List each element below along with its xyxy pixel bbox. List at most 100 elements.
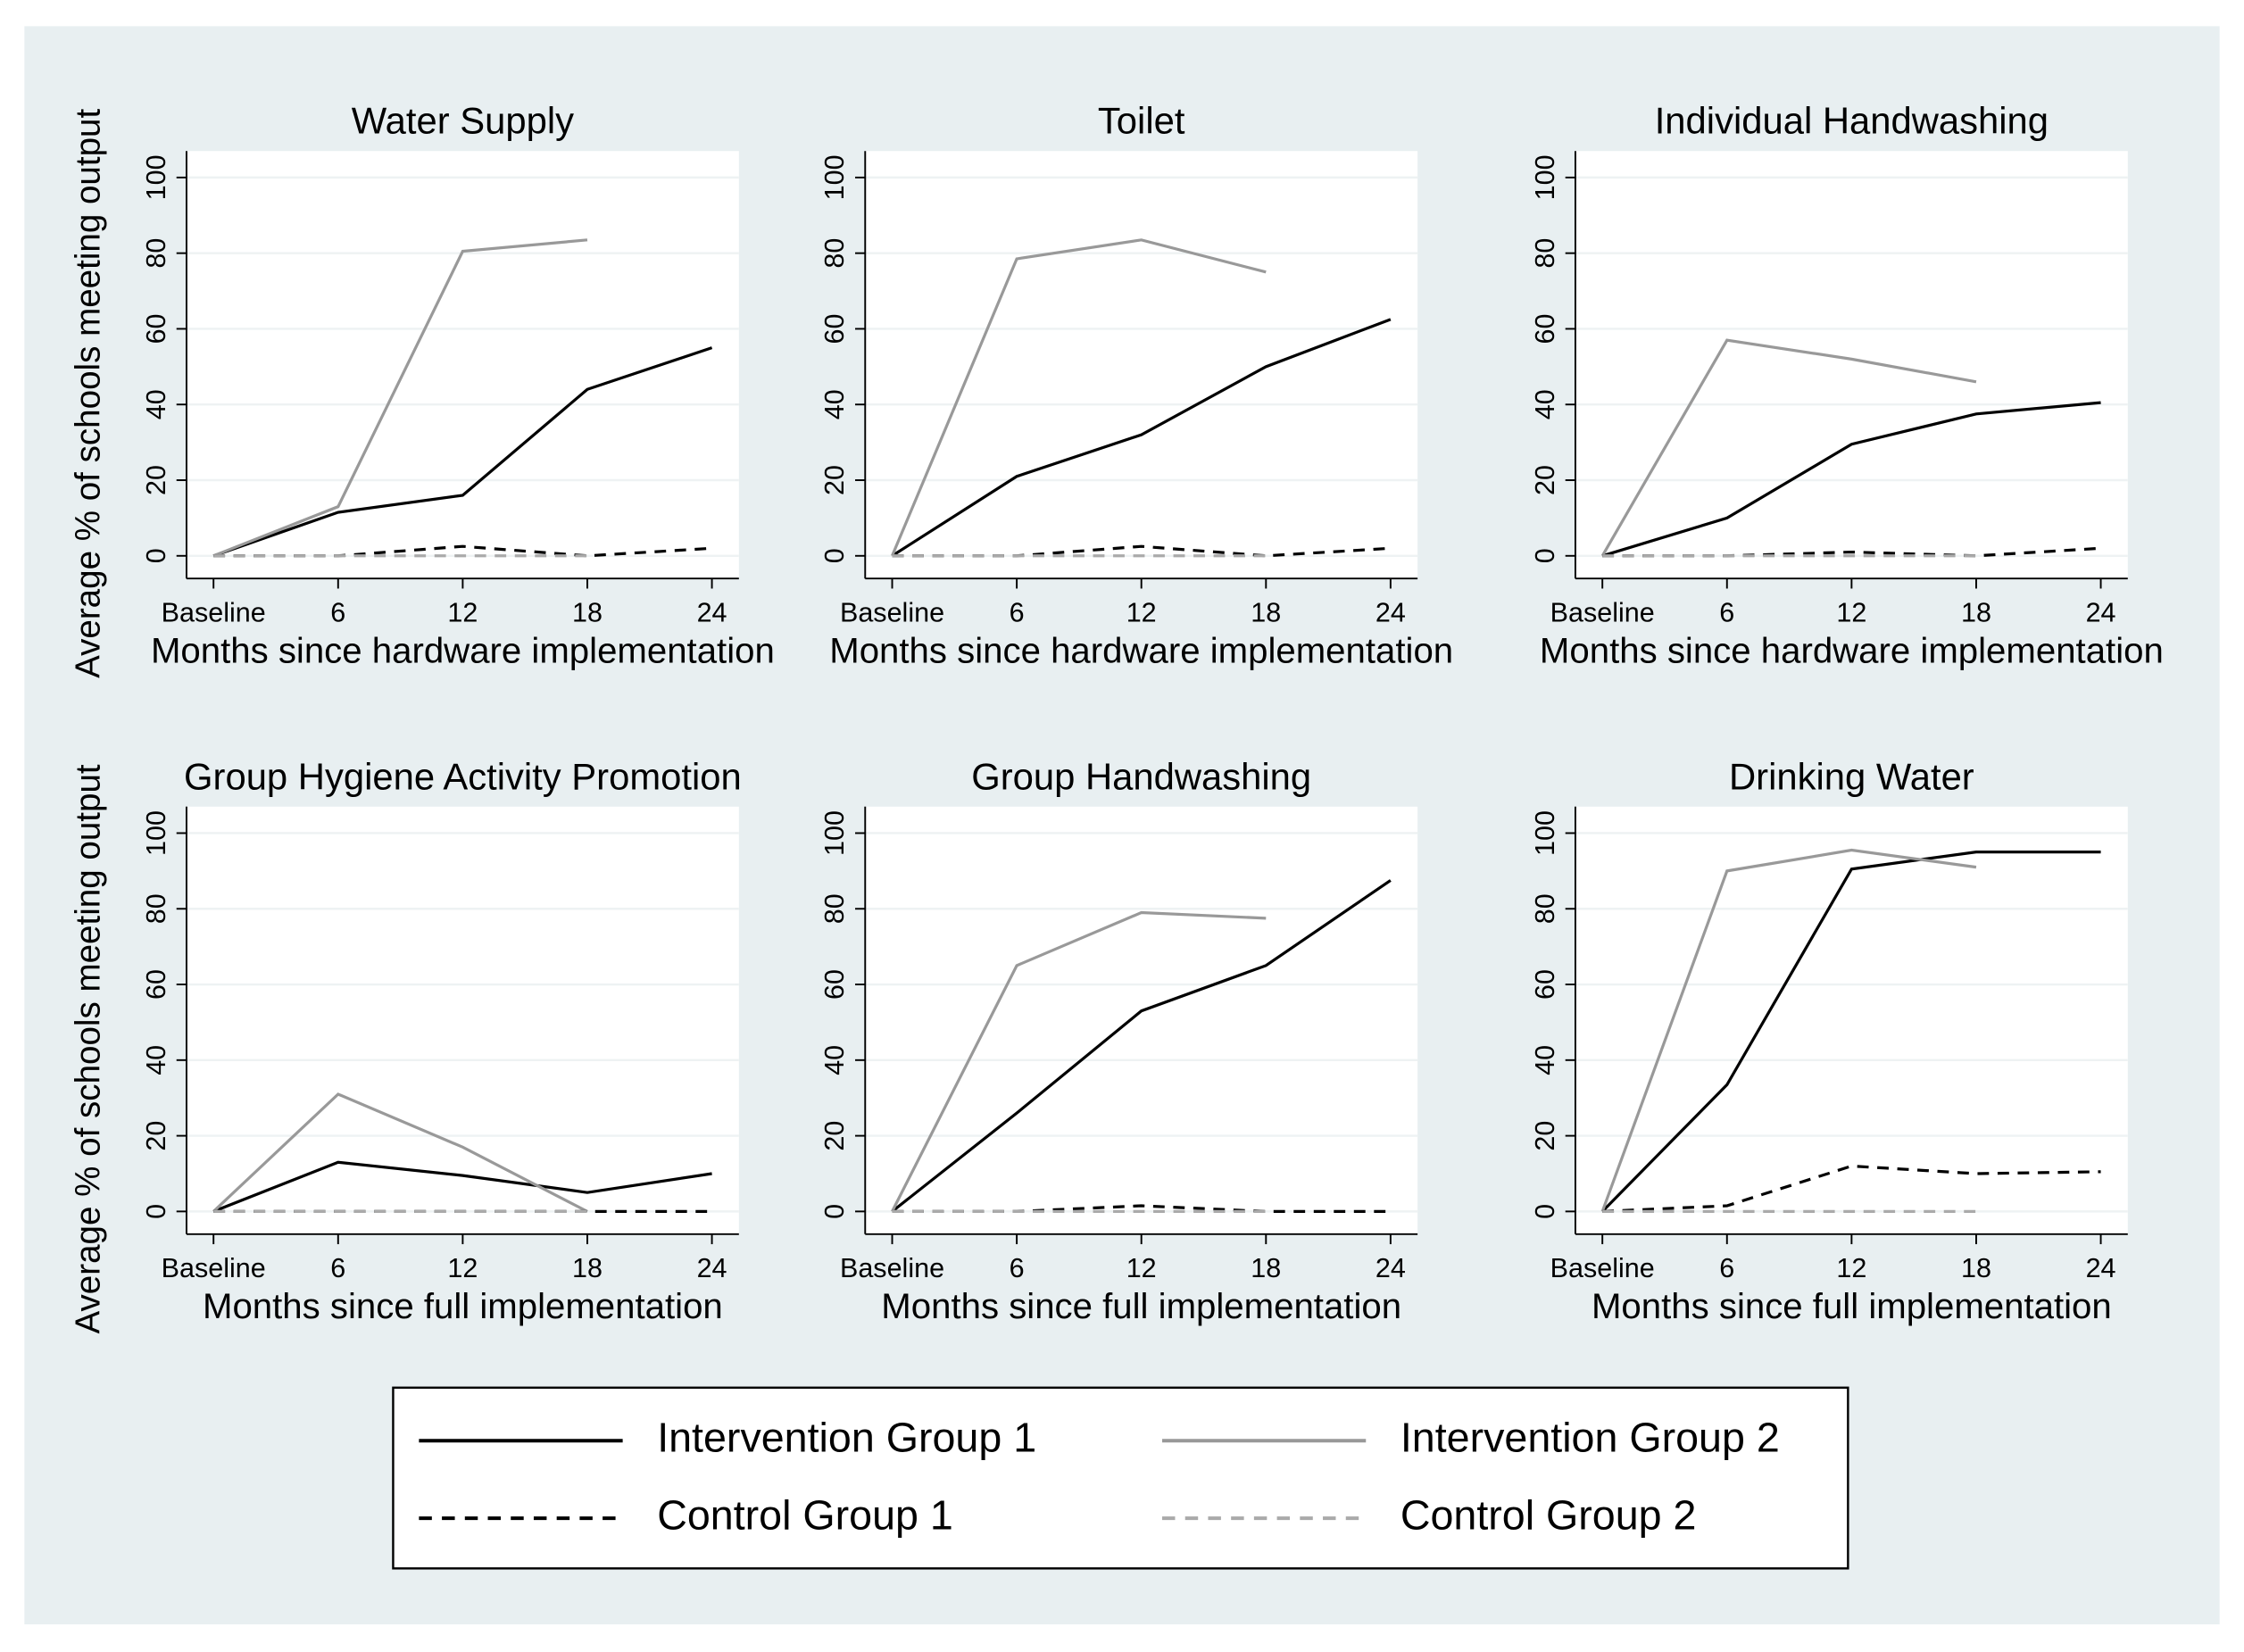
series-line: [891, 318, 1392, 558]
y-tick-label: 20: [1530, 1121, 1560, 1151]
y-tick-label: 0: [141, 1204, 171, 1219]
plot-area: [1575, 806, 2128, 1234]
x-tick-label: 18: [572, 1253, 603, 1283]
x-axis-label: Months since hardware implementation: [829, 630, 1453, 670]
series-line: [891, 910, 1267, 1213]
x-tick-label: 18: [1961, 1253, 1991, 1283]
y-tick-label: 0: [819, 1204, 850, 1219]
y-tick-label: 0: [819, 548, 850, 563]
chart-title: Group Hygiene Activity Promotion: [184, 755, 742, 797]
legend-label: Intervention Group 1: [657, 1415, 1036, 1461]
x-tick-label: Baseline: [840, 1253, 944, 1283]
x-tick-label: 24: [697, 597, 727, 627]
x-tick-label: 12: [1126, 1253, 1157, 1283]
x-tick-label: Baseline: [1550, 1253, 1655, 1283]
x-tick-label: Baseline: [162, 597, 266, 627]
y-tick-label: 0: [1530, 548, 1560, 563]
y-tick-label: 80: [1530, 893, 1560, 924]
series-line: [1602, 1164, 2101, 1213]
x-axis-label: Months since hardware implementation: [151, 630, 775, 670]
series-line: [212, 1092, 588, 1213]
x-tick-label: 6: [330, 1253, 345, 1283]
y-tick-label: 100: [141, 154, 171, 200]
x-axis-label: Months since full implementation: [881, 1286, 1401, 1326]
y-axis-label: Average % of schools meeting output: [69, 764, 107, 1333]
x-tick-label: 6: [330, 597, 345, 627]
y-tick-label: 60: [1530, 313, 1560, 344]
plot-area: [186, 151, 739, 579]
series-line: [891, 238, 1267, 557]
y-axis-label: Average % of schools meeting output: [69, 109, 107, 678]
x-tick-label: 24: [1375, 597, 1406, 627]
y-tick-label: 80: [1530, 238, 1560, 269]
y-tick-label: 20: [141, 465, 171, 495]
series-line: [1600, 848, 1977, 1212]
legend-label: Intervention Group 2: [1400, 1415, 1780, 1461]
x-tick-label: 12: [447, 597, 478, 627]
x-tick-label: 18: [1251, 597, 1281, 627]
x-tick-label: 6: [1010, 597, 1025, 627]
x-axis-label: Months since full implementation: [1592, 1286, 2112, 1326]
y-tick-label: 40: [1530, 1045, 1560, 1075]
y-tick-label: 0: [1530, 1204, 1560, 1219]
chart-title: Drinking Water: [1729, 755, 1974, 797]
x-tick-label: 18: [1961, 597, 1991, 627]
x-tick-label: 12: [447, 1253, 478, 1283]
legend-label: Control Group 1: [657, 1491, 953, 1538]
x-tick-label: 24: [2086, 1253, 2116, 1283]
y-tick-label: 40: [1530, 389, 1560, 419]
y-tick-label: 100: [1530, 810, 1560, 856]
plot-area: [865, 151, 1418, 579]
x-tick-label: 18: [1251, 1253, 1281, 1283]
plot-area: [1575, 151, 2128, 579]
legend-box: [392, 1386, 1849, 1570]
x-tick-label: 6: [1719, 1253, 1734, 1283]
x-tick-label: 24: [697, 1253, 727, 1283]
y-tick-label: 80: [141, 238, 171, 269]
y-tick-label: 80: [819, 893, 850, 924]
x-tick-label: 12: [1126, 597, 1157, 627]
series-line: [212, 238, 588, 558]
series-line: [212, 1160, 712, 1213]
y-tick-label: 20: [1530, 465, 1560, 495]
x-axis-label: Months since full implementation: [203, 1286, 723, 1326]
x-tick-label: 12: [1836, 1253, 1866, 1283]
x-axis-label: Months since hardware implementation: [1540, 630, 2164, 670]
x-tick-label: 6: [1719, 597, 1734, 627]
y-tick-label: 20: [819, 1121, 850, 1151]
legend-label: Control Group 2: [1400, 1491, 1697, 1538]
y-tick-label: 60: [819, 313, 850, 344]
x-tick-label: Baseline: [840, 597, 944, 627]
series-line: [1600, 338, 1977, 557]
chart-title: Individual Handwashing: [1655, 100, 2049, 142]
y-tick-label: 60: [819, 969, 850, 1000]
y-tick-label: 40: [141, 389, 171, 419]
x-tick-label: 18: [572, 597, 603, 627]
y-tick-label: 60: [141, 969, 171, 1000]
y-tick-label: 20: [141, 1121, 171, 1151]
chart-title: Group Handwashing: [971, 755, 1311, 797]
y-tick-label: 40: [819, 389, 850, 419]
series-line: [1601, 851, 2101, 1213]
chart-title: Toilet: [1098, 100, 1185, 142]
y-tick-label: 20: [819, 465, 850, 495]
series-line: [891, 879, 1392, 1213]
x-tick-label: Baseline: [1550, 597, 1655, 627]
plot-area: [865, 806, 1418, 1234]
y-tick-label: 100: [141, 810, 171, 856]
x-tick-label: 12: [1836, 597, 1866, 627]
y-tick-label: 100: [819, 810, 850, 856]
y-tick-label: 60: [1530, 969, 1560, 1000]
x-tick-label: 24: [2086, 597, 2116, 627]
y-tick-label: 80: [141, 893, 171, 924]
y-tick-label: 100: [1530, 154, 1560, 200]
y-tick-label: 0: [141, 548, 171, 563]
series-line: [1601, 401, 2101, 558]
x-tick-label: 6: [1010, 1253, 1025, 1283]
series-line: [212, 346, 713, 558]
y-tick-label: 40: [141, 1045, 171, 1075]
y-tick-label: 40: [819, 1045, 850, 1075]
x-tick-label: 24: [1375, 1253, 1406, 1283]
